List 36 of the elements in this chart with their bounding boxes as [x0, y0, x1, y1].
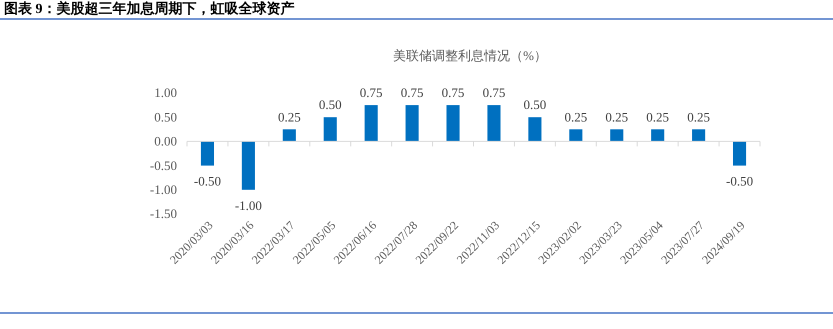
- bar: [651, 129, 664, 142]
- data-label: 0.25: [564, 109, 588, 124]
- data-label: 0.75: [442, 85, 464, 100]
- data-label: 0.75: [400, 85, 424, 100]
- y-tick-label: -1.00: [150, 182, 177, 197]
- bar: [446, 105, 460, 142]
- data-label: 0.75: [482, 85, 506, 100]
- y-tick-label: -1.50: [150, 206, 177, 222]
- bar: [324, 117, 337, 142]
- bar: [528, 117, 542, 142]
- data-label: 0.25: [278, 109, 301, 124]
- data-label: -1.00: [234, 198, 262, 213]
- bar: [200, 141, 214, 166]
- data-label: 0.25: [605, 109, 628, 124]
- bar: [732, 141, 746, 166]
- y-tick-label: 1.00: [154, 85, 177, 100]
- chart-title: 图表 9：美股超三年加息周期下，虹吸全球资产: [4, 0, 294, 17]
- data-label: 0.25: [687, 109, 710, 124]
- y-tick-label: 0.00: [154, 134, 177, 149]
- bar: [610, 129, 624, 142]
- chart-subtitle: 美联储调整利息情况（%）: [393, 48, 547, 63]
- data-label: -0.50: [726, 174, 754, 189]
- y-tick-label: 0.50: [154, 109, 177, 124]
- y-tick-label: -0.50: [150, 158, 177, 173]
- bar: [282, 129, 296, 142]
- bar: [569, 129, 582, 142]
- data-label: 0.25: [646, 109, 670, 124]
- data-label: 0.50: [524, 97, 546, 112]
- bar: [242, 141, 255, 190]
- bar: [692, 129, 706, 142]
- data-label: 0.50: [318, 97, 342, 112]
- bar: [487, 105, 501, 142]
- bar: [406, 105, 419, 142]
- data-label: -0.50: [194, 174, 222, 189]
- data-label: 0.75: [360, 85, 383, 100]
- bar: [364, 105, 378, 142]
